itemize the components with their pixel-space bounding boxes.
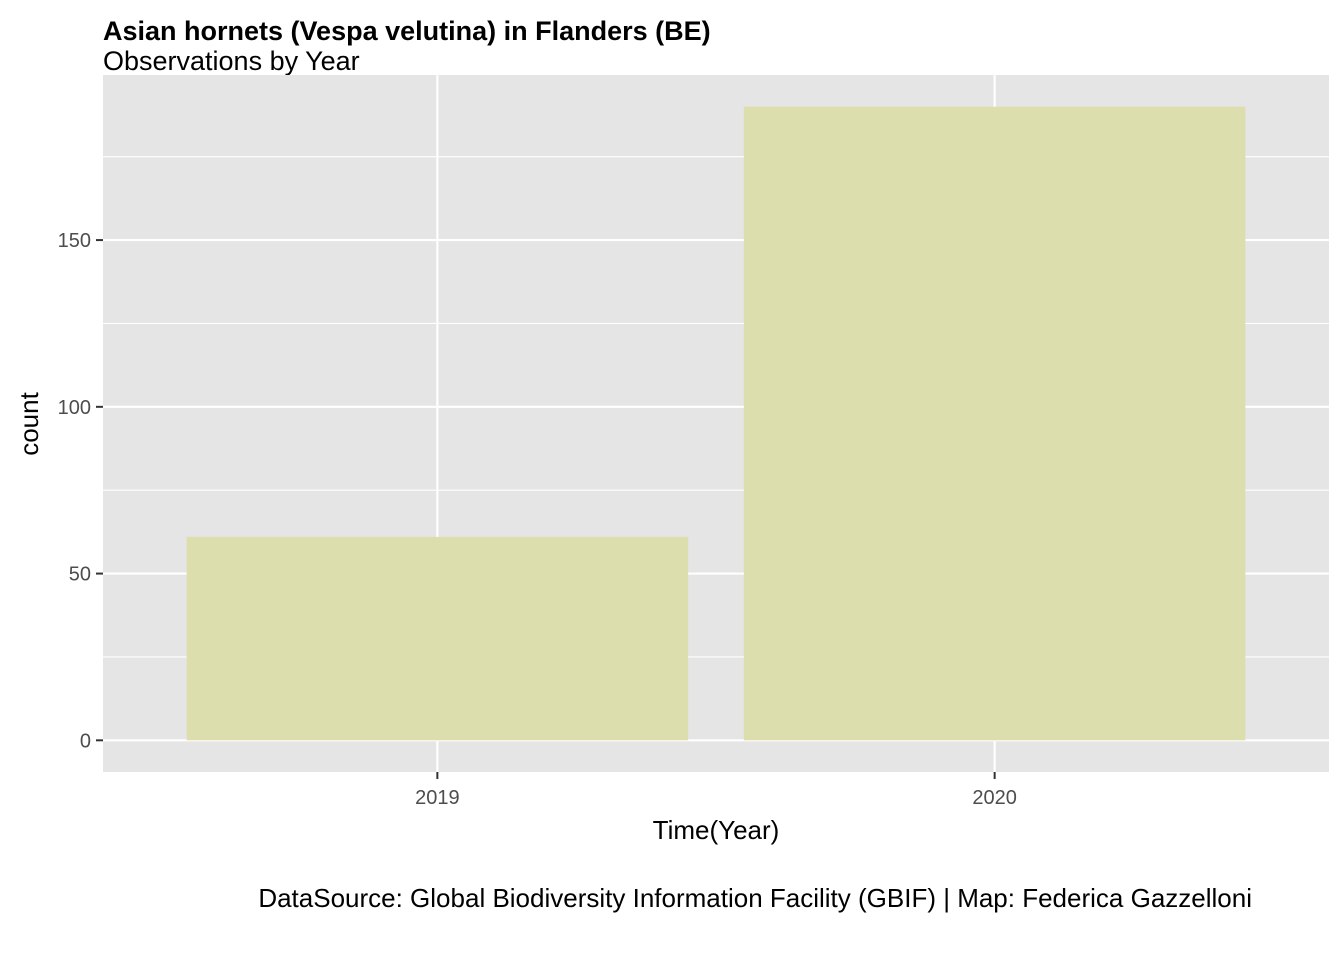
y-axis: 0 50 100 150	[58, 230, 103, 752]
chart-subtitle: Observations by Year	[103, 46, 360, 76]
y-tick-label: 50	[69, 564, 91, 586]
x-tick-label: 2020	[972, 787, 1017, 809]
chart-title: Asian hornets (Vespa velutina) in Flande…	[103, 16, 711, 46]
bar-2020	[743, 106, 1246, 741]
x-tick-label: 2019	[415, 787, 460, 809]
y-tick-label: 100	[58, 397, 91, 419]
x-axis: 2019 2020	[415, 772, 1017, 809]
x-axis-title: Time(Year)	[653, 815, 780, 845]
bar-2019	[186, 536, 689, 741]
y-tick-label: 0	[80, 730, 91, 752]
y-axis-title: count	[14, 391, 44, 455]
y-tick-label: 150	[58, 230, 91, 252]
bars	[186, 106, 1246, 741]
chart-caption: DataSource: Global Biodiversity Informat…	[258, 883, 1252, 913]
